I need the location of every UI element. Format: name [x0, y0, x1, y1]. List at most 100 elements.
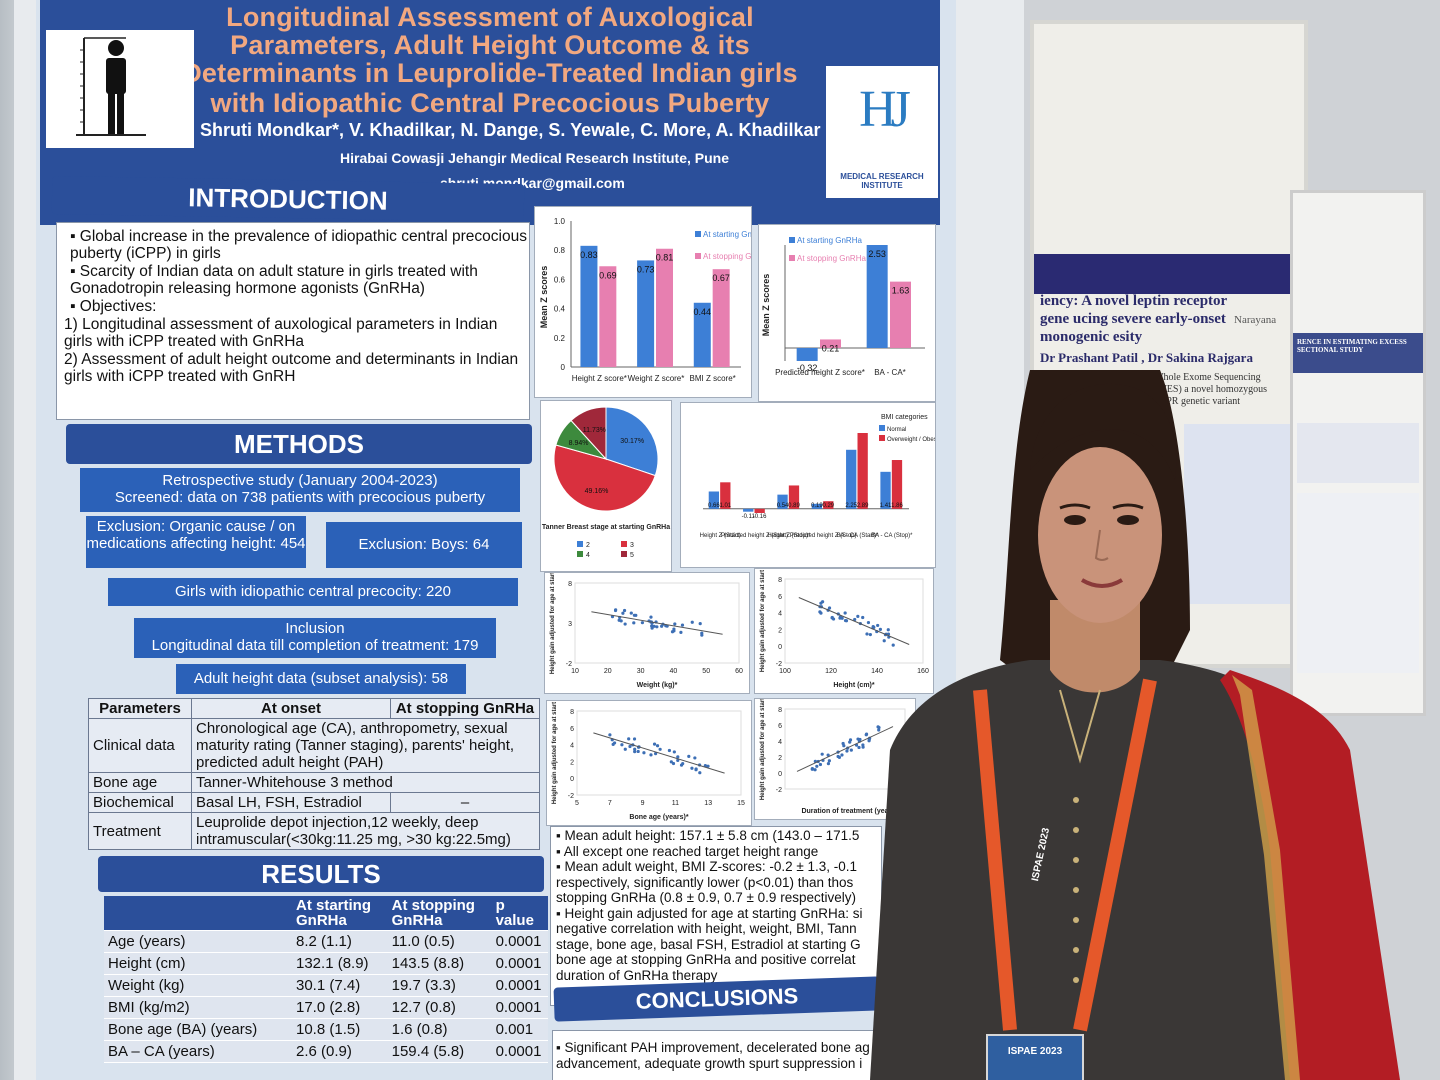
param-row-stop: – — [390, 792, 540, 813]
name-badge: ISPAE 2023 — [986, 1034, 1084, 1080]
y-tick-label: 8 — [570, 709, 574, 716]
scatter-point — [623, 747, 627, 751]
logo-caption: MEDICAL RESEARCH INSTITUTE — [840, 172, 924, 190]
y-tick-label: 3 — [568, 621, 572, 628]
scatter-point — [836, 754, 840, 759]
results-heading: RESULTS — [98, 856, 544, 892]
x-tick-label: 160 — [917, 668, 929, 675]
table-row: Bone age (BA) (years) 10.8 (1.5) 1.6 (0.8)… — [104, 1018, 548, 1041]
bar-value-label: 0.89 — [788, 503, 800, 509]
y-tick-label: 4 — [778, 739, 782, 746]
results-header-start: At starting GnRHa — [292, 896, 388, 931]
legend-swatch — [879, 425, 885, 431]
scatter-point — [620, 743, 624, 747]
legend-swatch — [879, 435, 885, 441]
scatter-point — [843, 611, 847, 615]
param-row-value: Tanner-Whitehouse 3 method — [191, 772, 540, 793]
bar-value-label: -0.16 — [753, 514, 767, 520]
scatter-point — [694, 767, 698, 771]
legend-swatch — [621, 551, 627, 557]
y-tick-label: 2 — [778, 755, 782, 762]
background-poster: iency: A novel leptin receptor gene ucin… — [1030, 20, 1308, 668]
scatter-point — [655, 625, 659, 629]
x-tick-label: 10 — [571, 668, 579, 675]
y-tick-label: 0.6 — [554, 275, 566, 284]
scatter-point — [700, 631, 704, 635]
bar — [720, 482, 731, 509]
x-tick-label: 50 — [702, 668, 710, 675]
scatter-point — [654, 752, 658, 756]
y-tick-label: 4 — [778, 611, 782, 618]
scatter-point — [856, 614, 860, 618]
chart-scatter-bone-age: 5 7 9 11 13 15 -2 0 2 4 6 8 Bone age (years)* Height … — [546, 700, 752, 826]
scatter-point — [652, 742, 657, 746]
poster-affiliation: Hirabai Cowasji Jehangir Medical Researc… — [340, 150, 730, 166]
result-bullet-3: ▪ Mean adult weight, BMI Z-scores: -0.2 … — [556, 859, 858, 905]
result-value-cell: 0.0001 — [491, 1040, 548, 1063]
scatter-point — [649, 753, 653, 757]
x-tick-label: 15 — [737, 800, 745, 807]
scatter-point — [840, 616, 844, 620]
legend-label: 5 — [630, 552, 634, 559]
bar-value-label: 0.19 — [811, 503, 823, 509]
y-tick-label: 0.8 — [554, 246, 566, 255]
scatter-point — [810, 766, 814, 771]
x-tick-label: 11 — [672, 800, 679, 807]
poster-title-line-2: Parameters, Adult Height Outcome & its — [230, 30, 750, 60]
results-table: At starting GnRHa At stopping GnRHa p va… — [104, 896, 548, 1063]
result-label-cell: BA – CA (years) — [104, 1040, 292, 1063]
bar-value-label: 1.86 — [891, 503, 903, 509]
scatter-point — [706, 764, 710, 768]
chart-bmi-categories: 0.66 1.01 Height Z (Start) -0.11 -0.16 Predic… — [680, 402, 936, 568]
result-value-cell: 30.1 (7.4) — [292, 974, 388, 997]
pie-value-label: 30.17% — [620, 438, 644, 445]
scatter-point — [649, 615, 653, 619]
chart-tanner-pie: 30.17% 49.16% 8.94% 11.73% Tanner Breast sta… — [540, 400, 672, 572]
plot-area — [576, 710, 742, 796]
legend-label: At starting GnRHa — [703, 230, 751, 239]
conclusions-text: ▪ Significant PAH improvement, decelerat… — [556, 1040, 870, 1071]
legend-swatch — [621, 541, 627, 547]
result-label-cell: Bone age (BA) (years) — [104, 1018, 292, 1041]
poster-authors: Shruti Mondkar*, V. Khadilkar, N. Dange,… — [200, 120, 821, 140]
methods-heading: METHODS — [66, 424, 532, 464]
category-label: Predicted height Z (Stop) — [790, 533, 857, 539]
logo-letters: HJ — [859, 81, 911, 138]
scatter-point — [827, 759, 831, 763]
chart-scatter-height: 100 120 140 160 -2 0 2 4 6 8 Height (cm)* Height ga… — [754, 568, 934, 694]
y-tick-label: 0 — [561, 363, 566, 372]
scatter-point — [658, 747, 662, 751]
poster-title-line-4: with Idiopathic Central Precocious Puber… — [210, 88, 770, 118]
scatter-point — [858, 737, 862, 742]
far-poster-title: RENCE IN ESTIMATING EXCESS SECTIONAL STU… — [1297, 338, 1407, 354]
flow-exclusion-organic: Exclusion: Organic cause / on medication… — [86, 516, 306, 568]
scatter-point — [628, 744, 632, 749]
flow-screened: Screened: data on 738 patients with prec… — [114, 489, 486, 506]
category-label: BA - CA (Stop)* — [871, 533, 913, 539]
scatter-point — [827, 606, 832, 610]
results-table-body: Age (years) 8.2 (1.1) 11.0 (0.5) 0.0001 Heig… — [104, 930, 548, 1063]
y-axis-title: Height gain adjusted for age at start — [760, 699, 766, 800]
background-poster-title: iency: A novel leptin receptor gene ucin… — [1040, 293, 1227, 345]
y-tick-label: 8 — [778, 707, 782, 714]
scatter-point — [843, 618, 848, 623]
legend-swatch — [577, 541, 583, 547]
introduction-text: ▪ Global increase in the prevalence of i… — [58, 228, 528, 386]
x-tick-label: 7 — [608, 800, 612, 807]
bar — [712, 269, 730, 367]
scatter-point — [826, 753, 830, 757]
results-header-p: p value — [491, 896, 548, 931]
scatter-point — [676, 755, 680, 759]
scatter-point — [876, 623, 880, 628]
bmi-category-bar-chart: 0.66 1.01 Height Z (Start) -0.11-0.16 Predic… — [700, 414, 935, 539]
y-tick-label: 1.0 — [554, 217, 566, 226]
bar — [656, 248, 673, 367]
background-poster-body: Whole Exome Sequencing (WES) a novel hom… — [1154, 372, 1268, 407]
institute-logo: HJ MEDICAL RESEARCH INSTITUTE — [826, 66, 938, 198]
pie-slice — [570, 406, 607, 461]
y-tick-label: 0 — [570, 776, 574, 783]
results-header-blank — [104, 896, 292, 931]
bar-value-label: 0.83 — [580, 250, 598, 260]
param-row-value: Basal LH, FSH, Estradiol — [191, 792, 391, 813]
